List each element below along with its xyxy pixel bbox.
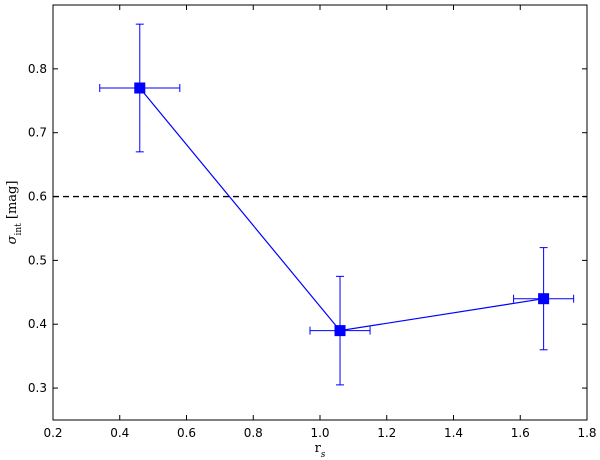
y-axis-label-sub: int <box>14 223 24 236</box>
plot-frame <box>52 4 588 421</box>
x-tick-label: 1.0 <box>310 426 329 440</box>
data-point <box>538 293 550 305</box>
x-axis-label: rs <box>315 441 326 460</box>
series-line <box>139 87 544 332</box>
x-tick-label: 0.8 <box>244 426 263 440</box>
x-axis-label-sub: s <box>321 450 326 460</box>
y-tick-label: 0.4 <box>28 317 47 331</box>
y-tick-label: 0.6 <box>28 190 47 204</box>
x-tick-label: 1.8 <box>577 426 596 440</box>
y-axis-label-unit: [mag] <box>5 181 20 224</box>
data-point <box>134 82 146 94</box>
data-point <box>334 325 346 337</box>
x-tick-label: 0.2 <box>43 426 62 440</box>
y-tick-label: 0.8 <box>28 62 47 76</box>
x-tick-label: 1.2 <box>377 426 396 440</box>
y-axis-label-main: σ <box>5 234 20 244</box>
y-tick-label: 0.5 <box>28 253 47 267</box>
y-tick-label: 0.7 <box>28 126 47 140</box>
x-tick-label: 0.4 <box>110 426 129 440</box>
x-axis-label-main: r <box>315 441 322 456</box>
x-tick-label: 0.6 <box>177 426 196 440</box>
x-tick-label: 1.4 <box>444 426 463 440</box>
x-tick-label: 1.6 <box>511 426 530 440</box>
y-axis-label: σint [mag] <box>5 181 24 245</box>
y-tick-label: 0.3 <box>28 381 47 395</box>
